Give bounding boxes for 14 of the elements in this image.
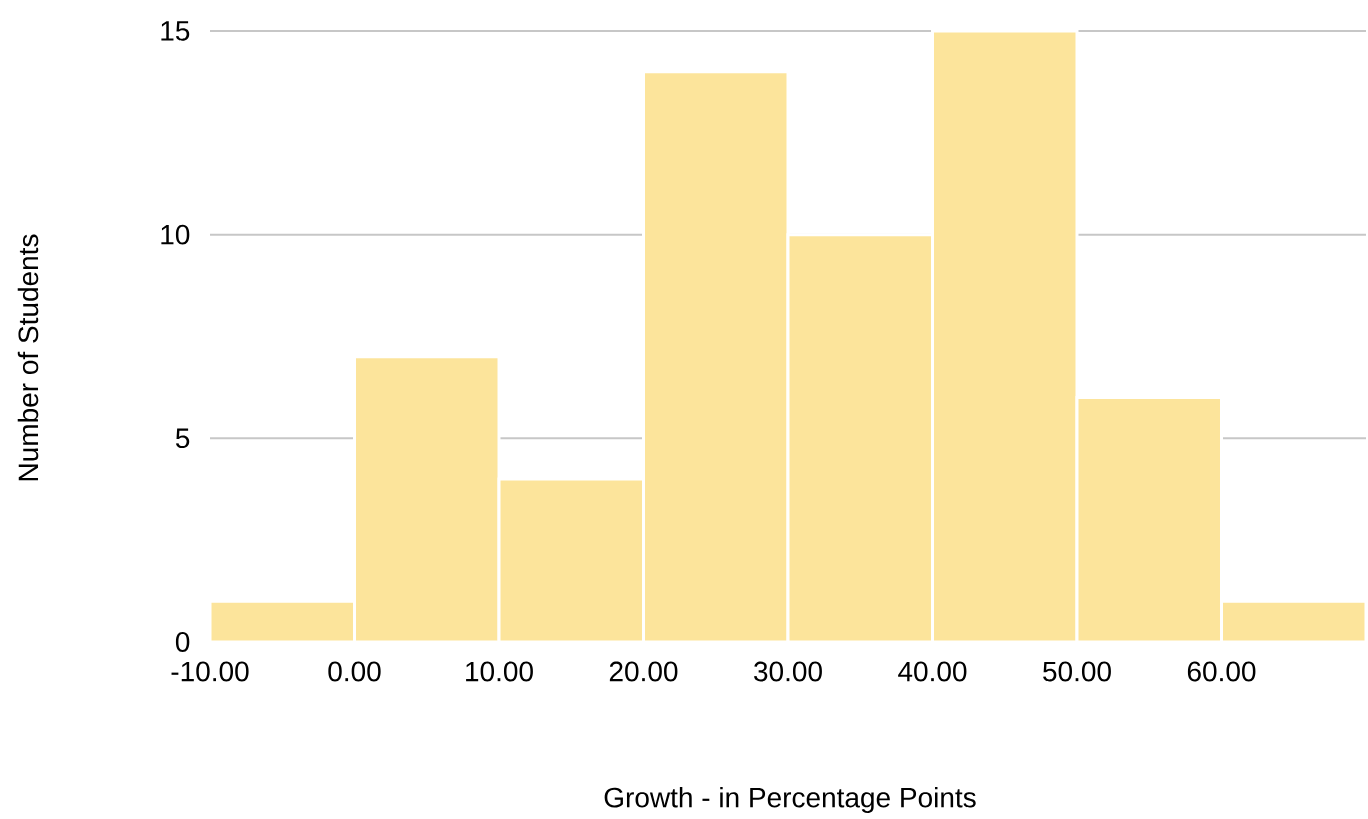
y-tick-label: 0 [175, 632, 190, 652]
x-axis-title: Growth - in Percentage Points [604, 786, 976, 814]
y-tick-label: 10 [161, 224, 190, 245]
x-tick-label: 50.00 [1043, 661, 1111, 682]
y-tick-label: 15 [161, 21, 190, 41]
x-tick-label: 60.00 [1187, 661, 1256, 682]
x-tick-label: 20.00 [609, 661, 678, 682]
x-tick-label: -10.00 [171, 661, 249, 682]
x-tick-label: 0.00 [328, 661, 381, 682]
y-tick-label: 5 [175, 428, 190, 449]
x-tick-label: 10.00 [466, 661, 533, 682]
x-tick-label: 40.00 [898, 661, 967, 682]
x-tick-label: 30.00 [754, 661, 822, 682]
y-axis-title: Number of Students [17, 234, 39, 481]
